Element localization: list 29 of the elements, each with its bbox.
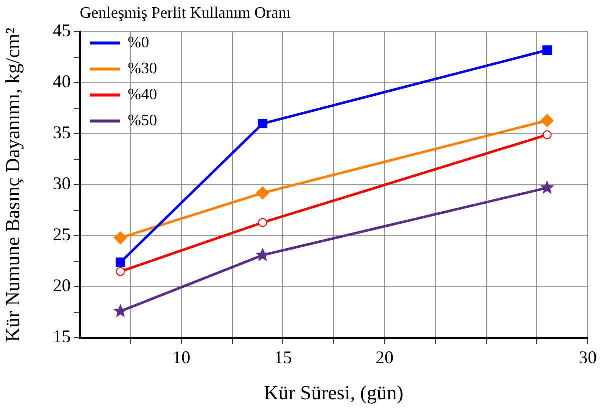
- y-tick-label: 35: [53, 122, 71, 143]
- point: [116, 258, 126, 268]
- y-tick-label: 20: [53, 276, 71, 296]
- y-tick-label: 15: [53, 326, 71, 347]
- x-tick-label: 15: [274, 348, 292, 368]
- y-tick-label: 45: [53, 20, 71, 41]
- legend-label: %50: [128, 112, 158, 130]
- x-tick-label: 30: [579, 348, 597, 368]
- point: [542, 46, 552, 56]
- legend-label: %30: [128, 60, 158, 78]
- y-tick-label: 30: [53, 174, 71, 194]
- y-tick-label: 25: [53, 224, 71, 245]
- x-tick-label: 10: [172, 348, 191, 368]
- point: [114, 304, 128, 318]
- point: [258, 119, 268, 129]
- y-axis-title: Kür Numune Basınç Dayanımı, kg/cm²: [2, 28, 24, 342]
- point: [116, 267, 126, 276]
- point: [542, 130, 552, 140]
- legend-label: %40: [128, 86, 158, 104]
- point: [256, 186, 270, 200]
- x-tick-label: 20: [376, 348, 394, 368]
- x-axis-title: Kür Süresi, (gün): [264, 382, 404, 404]
- point: [114, 232, 128, 245]
- point: [540, 180, 554, 194]
- point: [258, 218, 268, 228]
- point: [540, 114, 554, 128]
- legend-title: Genleşmiş Perlit Kullanım Oranı: [80, 5, 292, 22]
- legend-label: %0: [128, 34, 150, 52]
- y-tick-label: 40: [53, 72, 71, 92]
